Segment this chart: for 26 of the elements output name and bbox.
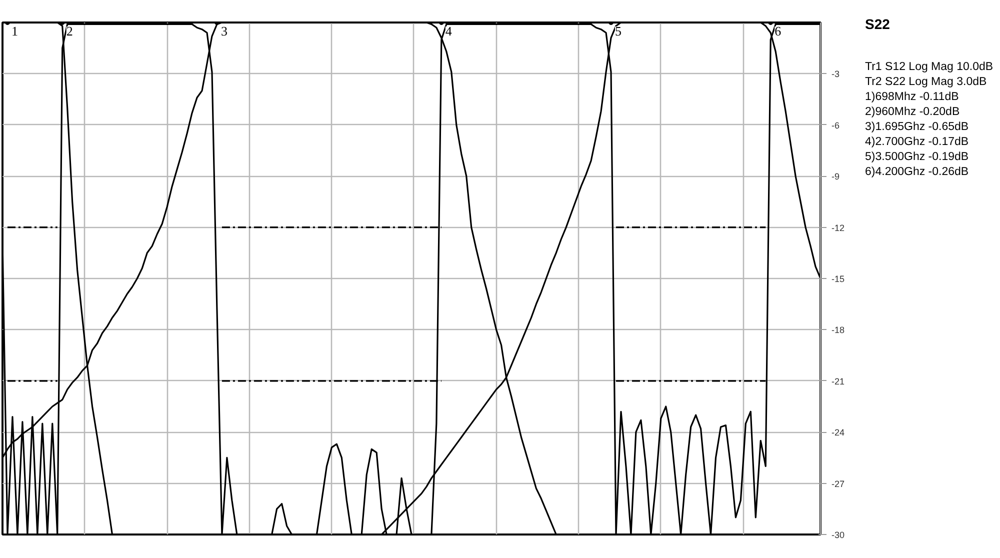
- series-label: 3: [220, 24, 228, 38]
- text: 1)698Mhz -0.11dB: [865, 90, 960, 105]
- y-tick-label: -9: [832, 172, 840, 182]
- text: S22: [865, 15, 891, 34]
- line-series: [2, 23, 820, 534]
- series-label: 5: [615, 24, 622, 38]
- series-label: 1: [11, 24, 18, 38]
- text: 4)2.700Ghz -0.17dB: [865, 135, 970, 150]
- text: 5)3.500Ghz -0.19dB: [865, 150, 970, 165]
- y-tick-label: -27: [832, 478, 845, 489]
- y-tick-label: -12: [832, 222, 845, 233]
- y-tick-label: -15: [832, 274, 845, 284]
- y-tick-label: -3: [832, 69, 840, 80]
- y-tick-label: -6: [832, 120, 840, 130]
- text: 6)4.200Ghz -0.26dB: [865, 165, 970, 180]
- y-tick-label: -18: [832, 325, 845, 336]
- series-label: 4: [445, 24, 452, 38]
- y-tick-label: -30: [832, 530, 845, 540]
- text: 3)1.695Ghz -0.65dB: [865, 120, 970, 135]
- y-tick-label: -24: [832, 428, 845, 438]
- text: Tr2 S22 Log Mag 3.0dB: [865, 75, 988, 90]
- y-tick-label: -21: [832, 376, 845, 386]
- text: 2)960Mhz -0.20dB: [865, 105, 961, 120]
- series-label: 6: [774, 24, 782, 38]
- text: Tr1 S12 Log Mag 10.0dB: [865, 60, 994, 75]
- series-label: 2: [66, 24, 73, 38]
